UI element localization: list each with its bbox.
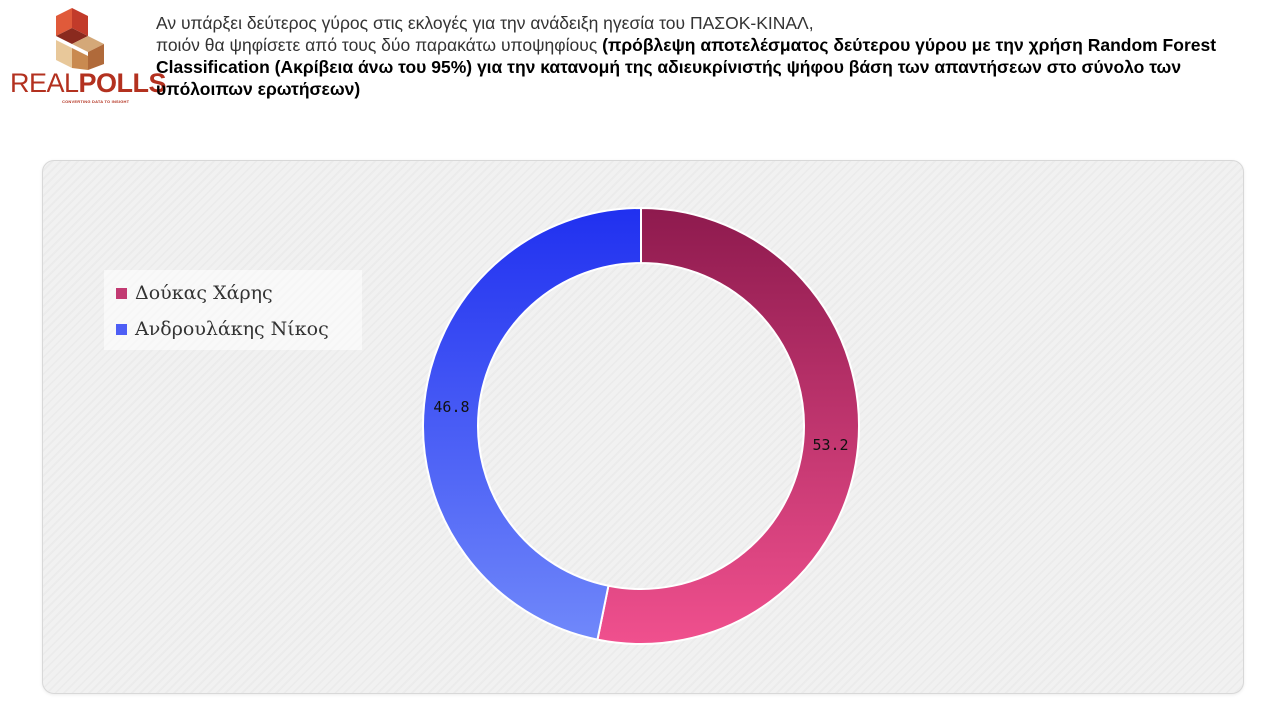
legend-label-androulakis: Ανδρουλάκης Νίκος [135,318,329,340]
slice-androulakis [422,206,642,641]
logo-tagline: CONVERTING DATA TO INSIGHT [62,99,130,104]
legend-item-androulakis: Ανδρουλάκης Νίκος [116,314,329,344]
title-line1: Αν υπάρξει δεύτερος γύρος στις εκλογές γ… [156,13,814,33]
chart-legend: Δούκας Χάρης Ανδρουλάκης Νίκος [104,270,362,350]
logo-wordmark: REALPOLLS [10,68,167,98]
legend-swatch-androulakis [116,323,127,335]
data-label-androulakis: 46.8 [433,398,469,416]
legend-item-doukas: Δούκας Χάρης [116,278,273,308]
title-method-note: (πρόβλεψη αποτελέσματος δεύτερου γύρου μ… [156,35,1217,99]
page-title: Αν υπάρξει δεύτερος γύρος στις εκλογές γ… [156,12,1236,100]
legend-swatch-doukas [116,287,127,299]
data-label-doukas: 53.2 [812,436,848,454]
title-line2: ποιόν θα ψηφίσετε από τους δύο παρακάτω … [156,35,603,55]
slice-doukas [596,206,860,645]
logo-cubes-icon [56,8,104,70]
realpolls-logo: REALPOLLS CONVERTING DATA TO INSIGHT [10,6,167,106]
legend-label-doukas: Δούκας Χάρης [135,282,273,304]
